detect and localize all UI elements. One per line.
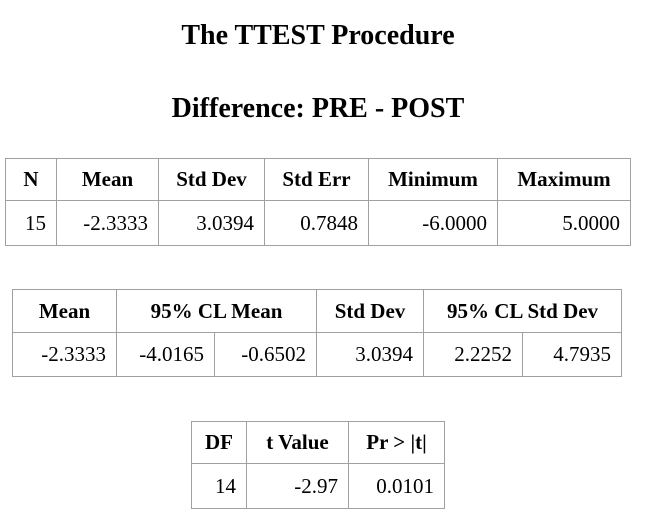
data-cell: -2.3333 (12, 332, 117, 377)
data-cell: 3.0394 (316, 332, 424, 377)
header-cell: Maximum (497, 158, 631, 201)
data-cell: -4.0165 (116, 332, 215, 377)
data-cell: 15 (5, 200, 57, 246)
header-row: Mean 95% CL Mean Std Dev 95% CL Std Dev (12, 289, 623, 333)
title: The TTEST Procedure (181, 20, 455, 51)
header-cell: Std Err (264, 158, 369, 201)
data-row: 15 -2.3333 3.0394 0.7848 -6.0000 5.0000 (5, 200, 631, 246)
data-cell: 2.2252 (423, 332, 523, 377)
data-cell: -2.97 (246, 463, 349, 509)
data-cell: -0.6502 (214, 332, 317, 377)
header-row: N Mean Std Dev Std Err Minimum Maximum (5, 158, 631, 201)
data-cell: -2.3333 (56, 200, 159, 246)
data-table: N Mean Std Dev Std Err Minimum Maximum 15 -2.33… (5, 158, 631, 246)
data-cell: 0.0101 (348, 463, 445, 509)
data-cell: 3.0394 (158, 200, 265, 246)
header-cell: t Value (246, 421, 349, 464)
header-cell: Mean (12, 289, 117, 333)
header-cell: 95% CL Std Dev (422, 289, 623, 333)
data-cell: 5.0000 (497, 200, 631, 246)
data-table: DF t Value Pr > |t| 14 -2.97 0.0101 (191, 421, 445, 509)
data-cell: -6.0000 (368, 200, 498, 246)
header-cell: Pr > |t| (348, 421, 445, 464)
data-cell: 14 (191, 463, 247, 509)
data-row: -2.3333 -4.0165 -0.6502 3.0394 2.2252 4.7935 (12, 332, 623, 377)
header-row: DF t Value Pr > |t| (191, 421, 445, 464)
data-cell: 0.7848 (264, 200, 369, 246)
header-cell: 95% CL Mean (116, 289, 317, 333)
header-cell: Std Dev (158, 158, 265, 201)
header-cell: N (5, 158, 57, 201)
header-cell: Mean (56, 158, 159, 201)
data-row: 14 -2.97 0.0101 (191, 463, 445, 509)
subtitle: Difference: PRE - POST (171, 93, 465, 124)
header-cell: DF (191, 421, 247, 464)
header-cell: Std Dev (316, 289, 424, 333)
data-table: Mean 95% CL Mean Std Dev 95% CL Std Dev -2.3… (12, 289, 623, 377)
header-cell: Minimum (368, 158, 498, 201)
data-cell: 4.7935 (521, 332, 623, 377)
